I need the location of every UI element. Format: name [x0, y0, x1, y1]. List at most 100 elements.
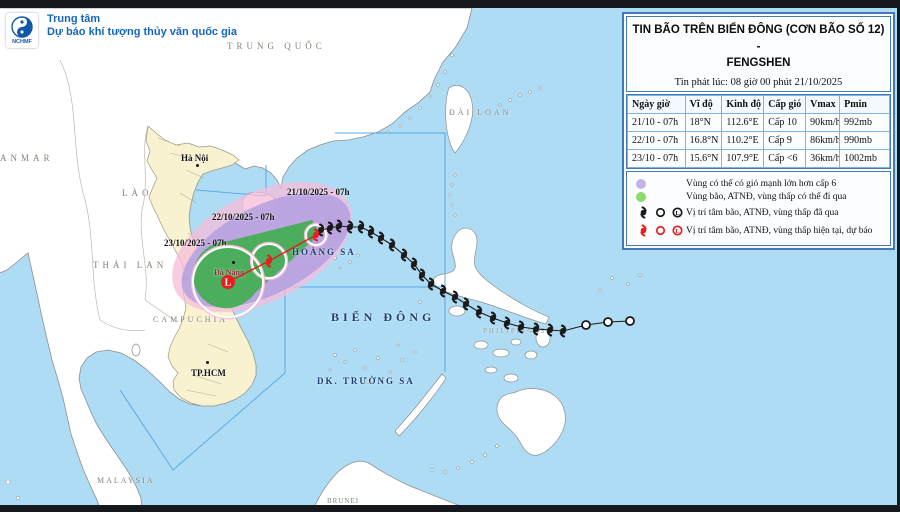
- legend-item: Vị trí tâm bão, ATNĐ, vùng thấp hiện tại…: [629, 223, 888, 238]
- nchmf-logo-icon[interactable]: NCHMF: [6, 13, 38, 48]
- storm-table-row: 23/10 - 07h 15.6°N 107.9°E Cấp <6 36km/h 1002…: [627, 149, 890, 169]
- tphcm-city-dot: [206, 361, 209, 364]
- storm-table-cell: 90km/h: [805, 113, 841, 133]
- storm-info-panel: TIN BÃO TRÊN BIỂN ĐÔNG (CƠN BÃO SỐ 12) -…: [622, 12, 895, 251]
- storm-table-cell: Cấp <6: [763, 149, 807, 169]
- typhoon-icon: [639, 224, 648, 237]
- storm-table-cell: 15.6°N: [684, 149, 723, 169]
- country-border: [144, 299, 179, 323]
- storm-table-cell: Cấp 10: [763, 113, 807, 133]
- hanoi-city-dot: [196, 164, 199, 167]
- danang-city-dot: [232, 261, 235, 264]
- org-name-line2: Dự báo khí tượng thủy văn quốc gia: [47, 26, 237, 39]
- storm-table-row: 22/10 - 07h 16.8°N 110.2°E Cấp 9 86km/h 990mb: [627, 131, 890, 151]
- annotation-21-10: 21/10/2025 - 07h: [287, 187, 350, 197]
- country-border: [99, 319, 146, 332]
- depression-icon: [655, 207, 666, 218]
- label-laos: LÀO: [122, 188, 153, 198]
- label-china: TRUNG QUỐC: [227, 41, 326, 51]
- legend-item: Vùng có thể có gió mạnh lớn hơn cấp 6: [629, 179, 888, 190]
- legend-item: Vị trí tâm bão, ATNĐ, vùng thấp đã qua: [629, 205, 888, 220]
- label-hanoi: Hà Nội: [181, 153, 209, 163]
- storm-table-cell: 18°N: [684, 113, 723, 133]
- storm-table-cell: 992mb: [839, 113, 890, 133]
- storm-table-cell: 112.6°E: [721, 113, 765, 133]
- label-tphcm: TP.HCM: [191, 368, 226, 378]
- storm-table-cell: 107.9°E: [721, 149, 765, 169]
- issued-time: Tin phát lúc: 08 giờ 00 phút 21/10/2025: [674, 77, 843, 89]
- title-line2: FENGSHEN: [726, 57, 791, 70]
- legend-label: Vùng có thể có gió mạnh lớn hơn cấp 6: [686, 179, 837, 190]
- label-taiwan: ĐÀI LOAN: [449, 108, 512, 117]
- storm-table-cell: Cấp 9: [763, 131, 807, 151]
- storm-forecast-table: Ngày giờ Vĩ độ Kinh độ Cấp gió Vmax Pmin 21/1…: [627, 95, 890, 169]
- phu-quoc-island: [131, 343, 141, 357]
- column-header: Ngày giờ: [627, 95, 686, 115]
- visayas-island: [503, 373, 519, 383]
- label-hoang-sa: HOÀNG SA: [292, 247, 356, 257]
- storm-bulletin-title: TIN BÃO TRÊN BIỂN ĐÔNG (CƠN BÃO SỐ 12) -…: [627, 17, 890, 75]
- org-name[interactable]: Trung tâm Dự báo khí tượng thủy văn quốc…: [47, 13, 237, 39]
- low-pressure-icon: [672, 207, 683, 218]
- label-thailand: THÁI LAN: [93, 260, 168, 270]
- column-header: Cấp gió: [763, 95, 807, 115]
- panel-title-box: TIN BÃO TRÊN BIỂN ĐÔNG (CƠN BÃO SỐ 12) -…: [626, 16, 891, 93]
- palawan-island: [394, 373, 447, 437]
- legend-list: Vùng có thể có gió mạnh lớn hơn cấp 6 Vùn…: [626, 171, 891, 247]
- visayas-island: [492, 348, 510, 358]
- org-name-line1: Trung tâm: [47, 13, 101, 25]
- visayas-island: [524, 350, 538, 360]
- legend-symbols: [629, 192, 686, 203]
- legend-green-zone-icon: [636, 192, 646, 203]
- storm-table-cell: 22/10 - 07h: [627, 131, 686, 151]
- annotation-23-10: 23/10/2025 - 07h: [164, 238, 227, 248]
- visayas-island: [484, 366, 498, 374]
- low-pressure-icon: [672, 225, 683, 236]
- typhoon-icon: [639, 206, 648, 219]
- visayas-island: [473, 340, 489, 350]
- storm-table-cell: 990mb: [839, 131, 890, 151]
- storm-table-cell: 86km/h: [805, 131, 841, 151]
- legend-symbols: [629, 223, 686, 238]
- column-header: Pmin: [839, 95, 890, 115]
- nchmf-logo-emblem: [11, 16, 33, 38]
- country-border: [140, 125, 149, 301]
- annotation-22-10: 22/10/2025 - 07h: [212, 212, 275, 222]
- storm-table-cell: 21/10 - 07h: [627, 113, 686, 133]
- storm-table-cell: 110.2°E: [721, 131, 765, 151]
- column-header: Kinh độ: [721, 95, 765, 115]
- legend-item: Vùng bão, ATNĐ, vùng thấp có thể đi qua: [629, 192, 888, 203]
- label-cambodia: CAMPUCHIA: [153, 315, 229, 324]
- column-header: Vmax: [805, 95, 841, 115]
- storm-table-cell: 36km/h: [805, 149, 841, 169]
- storm-table-cell: 1002mb: [839, 149, 890, 169]
- borneo-coast: [314, 460, 459, 505]
- storm-table-body: 21/10 - 07h 18°N 112.6°E Cấp 10 90km/h 992mb 2…: [627, 113, 890, 169]
- legend-label: Vị trí tâm bão, ATNĐ, vùng thấp hiện tại…: [686, 225, 873, 236]
- label-malaysia: MALAYSIA: [97, 476, 155, 485]
- label-danang: Đà Nẵng: [214, 268, 245, 277]
- country-border: [59, 59, 101, 321]
- nchmf-logo-text: NCHMF: [12, 39, 32, 45]
- storm-table-header: Ngày giờ Vĩ độ Kinh độ Cấp gió Vmax Pmin: [627, 95, 890, 115]
- label-brunei: BRUNEI: [327, 497, 360, 505]
- site-header: NCHMF Trung tâm Dự báo khí tượng thủy vă…: [6, 13, 237, 48]
- mindanao-island: [496, 388, 566, 456]
- storm-table-row: 21/10 - 07h 18°N 112.6°E Cấp 10 90km/h 992mb: [627, 113, 890, 133]
- legend-label: Vị trí tâm bão, ATNĐ, vùng thấp đã qua: [686, 207, 839, 218]
- visayas-island: [510, 338, 522, 346]
- legend-symbols: [629, 205, 686, 220]
- panel-table-box: Ngày giờ Vĩ độ Kinh độ Cấp gió Vmax Pmin 21/1…: [626, 94, 891, 170]
- legend-label: Vùng bão, ATNĐ, vùng thấp có thể đi qua: [686, 192, 847, 203]
- depression-icon: [655, 225, 666, 236]
- legend-symbols: [629, 179, 686, 190]
- taiwan-island: [445, 85, 474, 154]
- coastal-islands: [5, 53, 642, 500]
- storm-table-cell: 23/10 - 07h: [627, 149, 686, 169]
- title-line1: TIN BÃO TRÊN BIỂN ĐÔNG (CƠN BÃO SỐ 12) -: [632, 24, 885, 53]
- legend-purple-zone-icon: [636, 179, 646, 190]
- column-header: Vĩ độ: [684, 95, 723, 115]
- storm-table-cell: 16.8°N: [684, 131, 723, 151]
- label-myanmar: ANMAR: [0, 153, 54, 163]
